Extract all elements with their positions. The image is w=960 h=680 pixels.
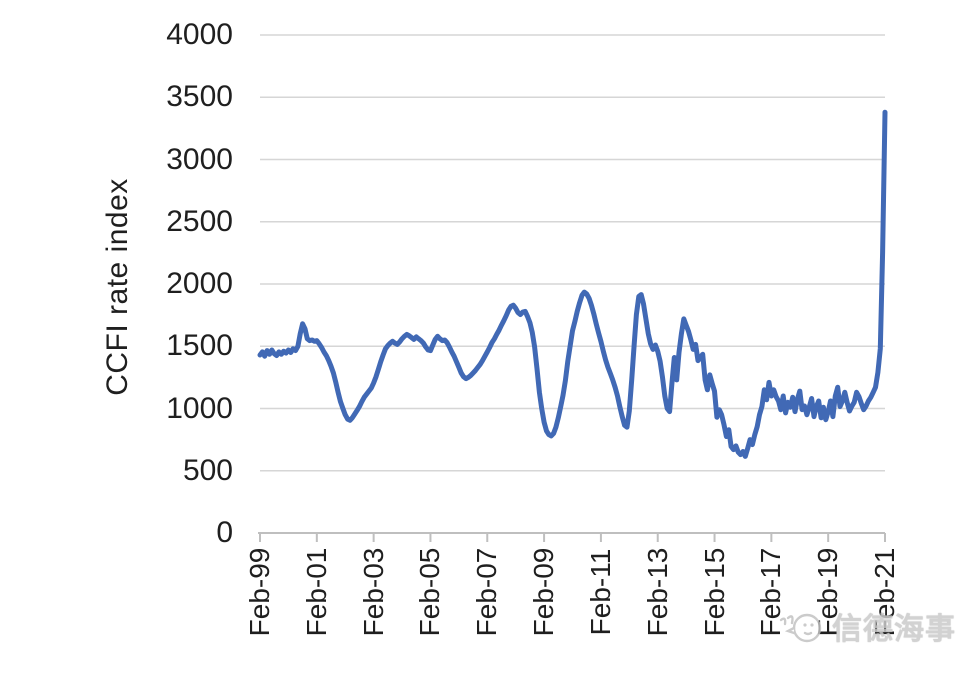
y-tick-label: 4000 xyxy=(166,18,233,51)
x-tick-label: Feb-15 xyxy=(698,547,730,637)
chick-logo-icon xyxy=(779,613,822,643)
y-tick-label: 3000 xyxy=(166,142,233,176)
x-tick-label: Feb-05 xyxy=(414,547,446,637)
x-tick-label: Feb-09 xyxy=(528,547,560,637)
y-tick-label: 3500 xyxy=(166,80,233,114)
y-tick-label: 1500 xyxy=(166,329,233,363)
x-tick-label: Feb-07 xyxy=(471,547,503,637)
y-tick-label: 2500 xyxy=(166,204,233,238)
ccfi-line-series xyxy=(257,109,888,459)
x-tick-label: Feb-13 xyxy=(641,547,673,637)
y-tick-label: 0 xyxy=(216,516,233,549)
x-tick-label: Feb-11 xyxy=(584,548,616,636)
y-tick-label: 500 xyxy=(182,453,233,487)
watermark: 信德海事 xyxy=(778,604,956,648)
watermark-text: 信德海事 xyxy=(832,613,956,646)
y-tick-label: 1000 xyxy=(166,391,233,425)
x-tick-label: Feb-99 xyxy=(244,547,275,637)
x-tick-label: Feb-01 xyxy=(300,547,332,637)
y-tick-label: 2000 xyxy=(166,267,233,300)
x-tick-label: Feb-03 xyxy=(357,547,389,637)
